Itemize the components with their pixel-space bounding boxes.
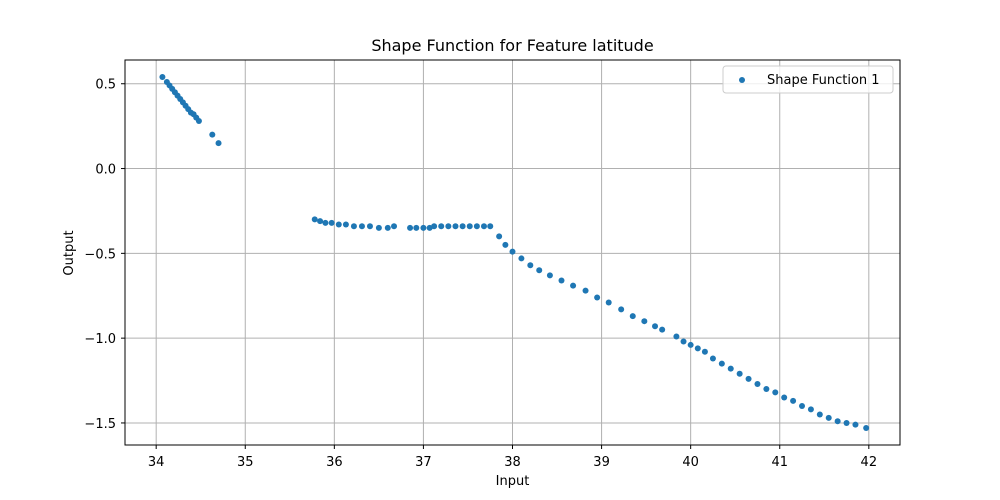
scatter-point bbox=[694, 345, 701, 352]
scatter-point bbox=[629, 313, 636, 320]
scatter-point bbox=[509, 248, 516, 255]
y-tick-label: 0.0 bbox=[95, 163, 116, 178]
scatter-point bbox=[159, 73, 166, 80]
scatter-point bbox=[502, 241, 509, 248]
scatter-point bbox=[431, 223, 438, 230]
x-tick-label: 34 bbox=[148, 455, 165, 470]
scatter-point bbox=[384, 224, 391, 231]
axis-ticks: 34 35 36 37 38 39 40 41 42 0.5 0.0 −0.5 −1.0 −1.5 bbox=[84, 78, 877, 470]
scatter-point bbox=[322, 219, 329, 226]
scatter-point bbox=[745, 375, 752, 382]
scatter-point bbox=[527, 262, 534, 269]
x-tick-label: 36 bbox=[326, 455, 343, 470]
y-tick-label: 0.5 bbox=[95, 78, 116, 93]
scatter-point bbox=[701, 348, 708, 355]
scatter-point bbox=[328, 219, 335, 226]
scatter-point bbox=[407, 224, 414, 231]
scatter-point bbox=[546, 272, 553, 279]
scatter-point bbox=[718, 360, 725, 367]
scatter-point bbox=[594, 294, 601, 301]
scatter-point bbox=[727, 365, 734, 372]
scatter-point bbox=[496, 233, 503, 240]
x-tick-label: 39 bbox=[593, 455, 610, 470]
scatter-point bbox=[209, 131, 216, 138]
x-axis-label: Input bbox=[496, 474, 530, 489]
scatter-point bbox=[659, 326, 666, 333]
scatter-point bbox=[618, 306, 625, 313]
scatter-point bbox=[311, 216, 318, 223]
scatter-point bbox=[605, 299, 612, 306]
scatter-point bbox=[570, 282, 577, 289]
legend-box bbox=[722, 65, 894, 94]
scatter-point bbox=[799, 402, 806, 409]
scatter-point bbox=[459, 223, 466, 230]
scatter-point bbox=[781, 394, 788, 401]
legend: Shape Function 1 bbox=[722, 65, 894, 94]
scatter-point bbox=[843, 419, 850, 426]
scatter-point bbox=[536, 267, 543, 274]
scatter-point bbox=[807, 406, 814, 413]
scatter-point bbox=[641, 318, 648, 325]
scatter-point bbox=[790, 397, 797, 404]
scatter-point bbox=[366, 223, 373, 230]
scatter-point bbox=[680, 338, 687, 345]
scatter-point bbox=[763, 386, 770, 393]
y-axis-label: Output bbox=[62, 230, 77, 275]
scatter-point bbox=[518, 255, 525, 262]
x-tick-label: 35 bbox=[237, 455, 254, 470]
scatter-point bbox=[420, 224, 427, 231]
scatter-point bbox=[375, 224, 382, 231]
scatter-point bbox=[863, 425, 870, 432]
scatter-point bbox=[391, 223, 398, 230]
scatter-point bbox=[736, 370, 743, 377]
scatter-point bbox=[358, 223, 365, 230]
scatter-point bbox=[487, 223, 494, 230]
scatter-point bbox=[558, 277, 565, 284]
scatter-point bbox=[438, 223, 445, 230]
scatter-point bbox=[342, 221, 349, 228]
scatter-point bbox=[834, 418, 841, 425]
scatter-point bbox=[652, 323, 659, 330]
scatter-point bbox=[452, 223, 459, 230]
scatter-points bbox=[159, 73, 870, 432]
legend-marker bbox=[739, 77, 745, 83]
scatter-point bbox=[582, 287, 589, 294]
y-tick-label: −1.0 bbox=[84, 332, 116, 347]
scatter-point bbox=[335, 221, 342, 228]
scatter-point bbox=[816, 411, 823, 418]
scatter-point bbox=[317, 218, 324, 225]
scatter-point bbox=[852, 421, 859, 428]
scatter-point bbox=[413, 224, 420, 231]
scatter-point bbox=[673, 333, 680, 340]
scatter-point bbox=[473, 223, 480, 230]
scatter-point bbox=[195, 118, 202, 125]
x-tick-label: 41 bbox=[771, 455, 788, 470]
x-tick-label: 40 bbox=[682, 455, 699, 470]
x-tick-label: 38 bbox=[504, 455, 521, 470]
x-tick-label: 37 bbox=[415, 455, 432, 470]
scatter-point bbox=[480, 223, 487, 230]
x-tick-label: 42 bbox=[861, 455, 878, 470]
scatter-point bbox=[350, 223, 357, 230]
scatter-point bbox=[709, 355, 716, 362]
scatter-point bbox=[754, 380, 761, 387]
scatter-point bbox=[466, 223, 473, 230]
legend-label: Shape Function 1 bbox=[767, 73, 880, 88]
scatter-point bbox=[772, 389, 779, 396]
y-tick-label: −1.5 bbox=[84, 417, 116, 432]
scatter-point bbox=[687, 341, 694, 348]
scatter-point bbox=[445, 223, 452, 230]
chart-title: Shape Function for Feature latitude bbox=[371, 36, 653, 55]
scatter-point bbox=[825, 414, 832, 421]
y-tick-label: −0.5 bbox=[84, 247, 116, 262]
scatter-point bbox=[215, 140, 222, 147]
